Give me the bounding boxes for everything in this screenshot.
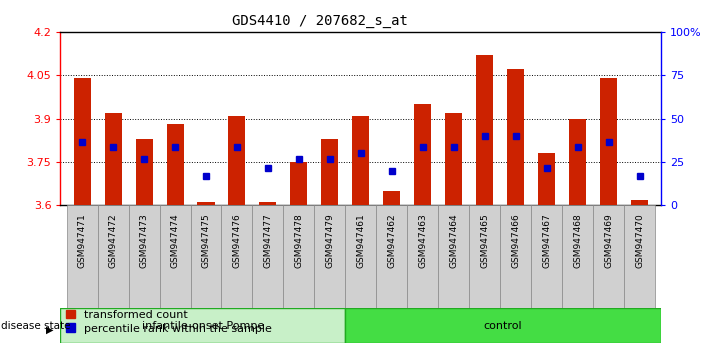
Text: GSM947475: GSM947475 [201,213,210,268]
Text: GSM947471: GSM947471 [77,213,87,268]
Text: GSM947479: GSM947479 [326,213,334,268]
Bar [538,153,555,205]
Bar [74,78,90,205]
Bar [191,205,221,308]
Text: ▶: ▶ [46,325,54,335]
Bar [129,205,159,308]
Bar [407,205,438,308]
Bar [624,205,655,308]
Text: GSM947463: GSM947463 [418,213,427,268]
Bar [60,308,345,343]
Bar [284,205,314,308]
Text: disease state: disease state [1,321,70,331]
Bar [593,205,624,308]
Text: GDS4410 / 207682_s_at: GDS4410 / 207682_s_at [232,14,408,28]
Text: control: control [483,321,523,331]
Bar [105,113,122,205]
Text: GSM947465: GSM947465 [480,213,489,268]
Bar [260,202,277,205]
Bar [159,205,191,308]
Legend: transformed count, percentile rank within the sample: transformed count, percentile rank withi… [66,310,272,333]
Bar [345,308,661,343]
Bar [221,205,252,308]
Bar [353,116,369,205]
Text: GSM947468: GSM947468 [573,213,582,268]
Text: GSM947476: GSM947476 [232,213,242,268]
Bar [415,104,432,205]
Text: GSM947469: GSM947469 [604,213,613,268]
Text: GSM947473: GSM947473 [139,213,149,268]
Bar [228,116,245,205]
Text: GSM947478: GSM947478 [294,213,304,268]
Bar [501,205,531,308]
Text: GSM947467: GSM947467 [542,213,551,268]
Bar [469,205,501,308]
Bar [346,205,376,308]
Text: GSM947477: GSM947477 [264,213,272,268]
Bar [383,191,400,205]
Bar [97,205,129,308]
Bar [166,124,183,205]
Bar [136,139,153,205]
Text: GSM947461: GSM947461 [356,213,365,268]
Bar [321,139,338,205]
Bar [445,113,462,205]
Text: GSM947474: GSM947474 [171,213,179,268]
Bar [562,205,593,308]
Text: GSM947464: GSM947464 [449,213,458,268]
Bar [67,205,97,308]
Text: GSM947462: GSM947462 [387,213,396,268]
Bar [631,200,648,205]
Bar [507,69,524,205]
Bar [438,205,469,308]
Bar [252,205,284,308]
Bar [569,119,586,205]
Bar [314,205,346,308]
Text: GSM947470: GSM947470 [635,213,644,268]
Bar [600,78,617,205]
Text: GSM947466: GSM947466 [511,213,520,268]
Bar [290,162,307,205]
Bar [198,202,215,205]
Text: infantile-onset Pompe: infantile-onset Pompe [141,321,264,331]
Bar [376,205,407,308]
Bar [476,55,493,205]
Bar [531,205,562,308]
Text: GSM947472: GSM947472 [109,213,117,268]
